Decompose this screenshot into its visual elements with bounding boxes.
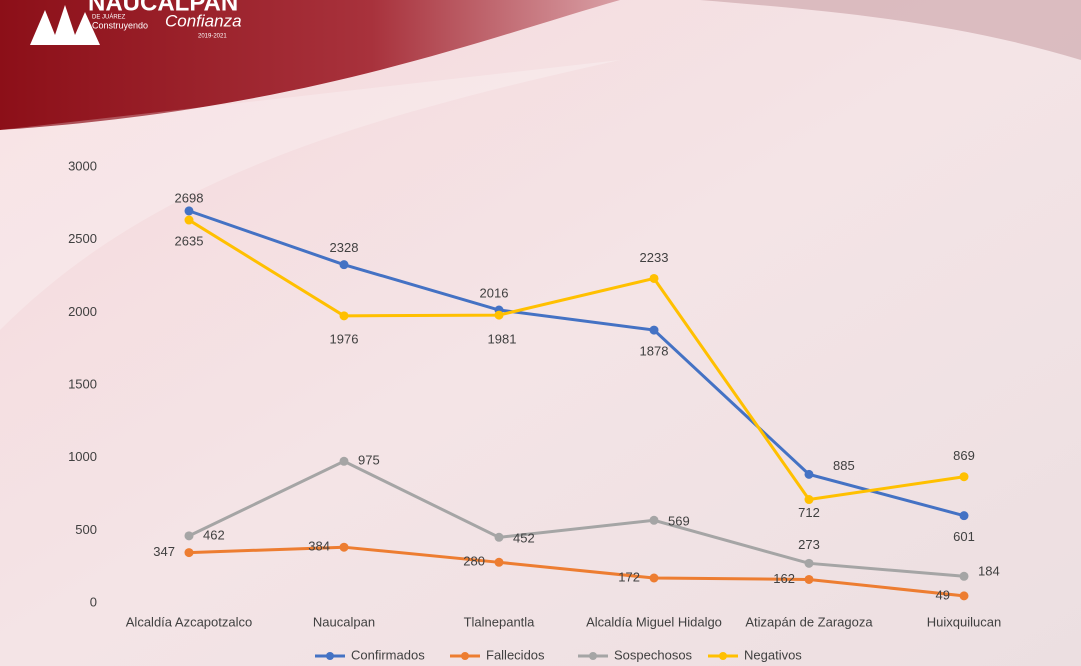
series-line: [188, 218, 965, 502]
logo-icon: [30, 5, 100, 45]
x-tick-label: Naucalpan: [313, 614, 375, 629]
data-label: 184: [978, 564, 1000, 579]
y-tick-label: 2500: [68, 231, 97, 246]
data-label: 2328: [330, 240, 359, 255]
legend-swatch: [326, 652, 334, 660]
data-label: 2233: [640, 250, 669, 265]
data-label: 569: [668, 514, 690, 529]
data-point: [494, 532, 504, 542]
data-point: [184, 531, 194, 541]
data-point: [339, 456, 349, 466]
data-label: 172: [618, 569, 640, 584]
data-label: 2016: [480, 285, 509, 300]
y-tick-label: 3000: [68, 158, 97, 173]
data-label: 452: [513, 531, 535, 546]
data-point: [959, 511, 969, 521]
data-point: [339, 260, 349, 270]
x-tick-label: Atizapán de Zaragoza: [745, 614, 873, 629]
data-label: 280: [463, 554, 485, 569]
data-point: [804, 574, 814, 584]
data-label: 1976: [330, 331, 359, 346]
logo-slogan: Construyendo: [92, 20, 148, 30]
data-label: 1878: [640, 344, 669, 359]
legend-label: Fallecidos: [486, 647, 545, 662]
y-tick-label: 0: [90, 594, 97, 609]
data-label: 384: [308, 539, 330, 554]
legend-label: Negativos: [744, 647, 802, 662]
logo-word: Confianza: [165, 11, 242, 30]
data-label: 1981: [488, 332, 517, 347]
data-point: [959, 472, 969, 482]
data-label: 869: [953, 448, 975, 463]
data-label: 2698: [175, 190, 204, 205]
series-line: [188, 459, 965, 578]
data-label: 273: [798, 537, 820, 552]
legend-swatch: [461, 652, 469, 660]
data-point: [339, 311, 349, 321]
data-label: 462: [203, 527, 225, 542]
data-label: 885: [833, 458, 855, 473]
legend-label: Sospechosos: [614, 647, 693, 662]
data-label: 162: [773, 571, 795, 586]
data-label: 347: [153, 544, 175, 559]
data-point: [959, 591, 969, 601]
series-line: [188, 545, 965, 598]
legend-label: Confirmados: [351, 647, 425, 662]
x-tick-label: Alcaldía Miguel Hidalgo: [586, 614, 722, 629]
data-point: [649, 573, 659, 583]
banner: [0, 0, 620, 130]
logo-sub: DE JUÁREZ: [92, 14, 126, 21]
data-label: 975: [358, 453, 380, 468]
data-point: [649, 325, 659, 335]
data-label: 2635: [175, 233, 204, 248]
data-label: 49: [936, 587, 950, 602]
data-point: [804, 495, 814, 505]
data-point: [494, 557, 504, 567]
data-point: [804, 558, 814, 568]
y-tick-label: 1500: [68, 376, 97, 391]
decor: [0, 60, 620, 330]
data-point: [494, 310, 504, 320]
data-point: [959, 571, 969, 581]
data-point: [649, 273, 659, 283]
decor: [700, 0, 1081, 60]
logo-years: 2019-2021: [198, 34, 227, 40]
legend-swatch: [589, 652, 597, 660]
y-tick-label: 500: [75, 522, 97, 537]
data-point: [804, 469, 814, 479]
legend-swatch: [719, 652, 727, 660]
data-label: 601: [953, 529, 975, 544]
data-point: [184, 548, 194, 558]
data-point: [649, 515, 659, 525]
data-point: [339, 542, 349, 552]
data-point: [184, 206, 194, 216]
x-tick-label: Tlalnepantla: [464, 614, 536, 629]
logo: NAUCALPAN DE JUÁREZ Construyendo Confian…: [30, 0, 242, 45]
data-label: 712: [798, 505, 820, 520]
y-tick-label: 2000: [68, 304, 97, 319]
logo-name: NAUCALPAN: [88, 0, 238, 16]
data-point: [184, 215, 194, 225]
y-tick-label: 1000: [68, 449, 97, 464]
series-line: [188, 209, 965, 518]
x-tick-label: Alcaldía Azcapotzalco: [126, 614, 252, 629]
x-tick-label: Huixquilucan: [927, 614, 1001, 629]
